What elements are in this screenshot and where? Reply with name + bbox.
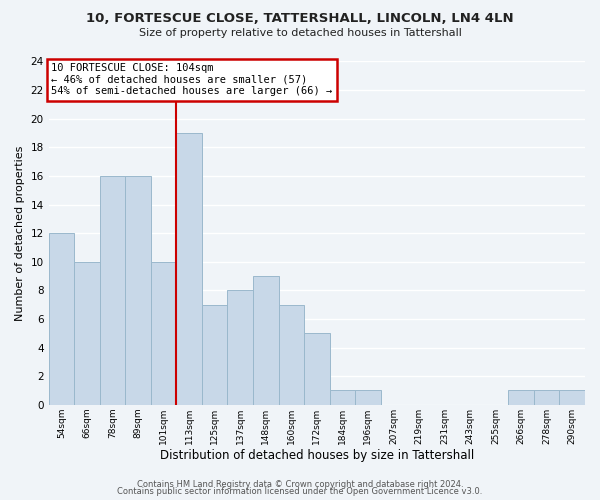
Text: 10, FORTESCUE CLOSE, TATTERSHALL, LINCOLN, LN4 4LN: 10, FORTESCUE CLOSE, TATTERSHALL, LINCOL… [86, 12, 514, 26]
Bar [253, 276, 278, 405]
Bar [355, 390, 380, 405]
Bar [202, 304, 227, 405]
Text: Size of property relative to detached houses in Tattershall: Size of property relative to detached ho… [139, 28, 461, 38]
Text: 10 FORTESCUE CLOSE: 104sqm
← 46% of detached houses are smaller (57)
54% of semi: 10 FORTESCUE CLOSE: 104sqm ← 46% of deta… [52, 63, 332, 96]
Bar [176, 133, 202, 405]
Bar [151, 262, 176, 405]
Bar [329, 390, 355, 405]
Bar [74, 262, 100, 405]
Bar [534, 390, 559, 405]
Bar [278, 304, 304, 405]
Bar [304, 334, 329, 405]
Bar [49, 233, 74, 405]
Bar [227, 290, 253, 405]
Y-axis label: Number of detached properties: Number of detached properties [15, 146, 25, 321]
Text: Contains HM Land Registry data © Crown copyright and database right 2024.: Contains HM Land Registry data © Crown c… [137, 480, 463, 489]
Bar [100, 176, 125, 405]
X-axis label: Distribution of detached houses by size in Tattershall: Distribution of detached houses by size … [160, 450, 474, 462]
Bar [125, 176, 151, 405]
Bar [559, 390, 585, 405]
Bar [508, 390, 534, 405]
Text: Contains public sector information licensed under the Open Government Licence v3: Contains public sector information licen… [118, 488, 482, 496]
